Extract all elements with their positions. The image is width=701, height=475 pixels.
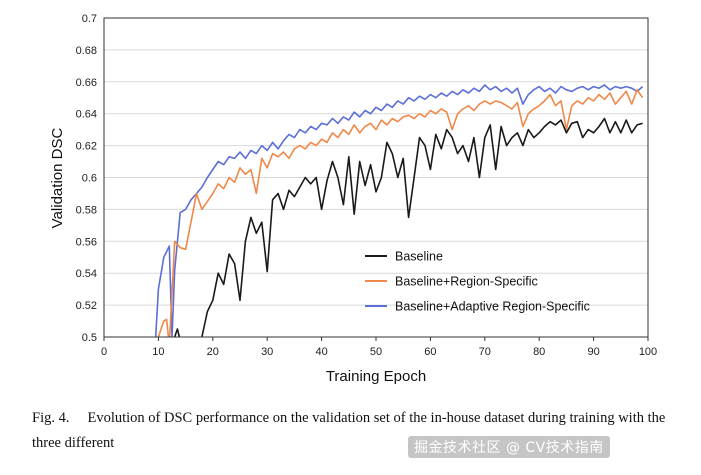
y-tick-label: 0.52 [76, 300, 97, 312]
plot-frame [103, 17, 649, 338]
caption-label: Fig. 4. [32, 410, 70, 426]
x-tick-label: 10 [152, 346, 164, 358]
series-baseline-region-specific [157, 89, 644, 337]
y-tick-label: 0.56 [76, 236, 97, 248]
series-baseline-adaptive-region-specific [154, 84, 644, 337]
y-tick-label: 0.5 [82, 332, 97, 344]
x-tick-label: 70 [479, 346, 491, 358]
x-tick-label: 40 [315, 346, 327, 358]
caption-text: Evolution of DSC performance on the vali… [32, 410, 666, 451]
x-axis-title: Training Epoch [326, 368, 426, 385]
x-tick-label: 90 [587, 346, 599, 358]
y-tick-label: 0.62 [76, 141, 97, 153]
legend-label: Baseline+Region-Specific [395, 275, 538, 289]
y-tick-labels: 0.5 0.52 0.54 0.56 0.58 0.6 0.62 0.64 0.66 0.68 0.… [76, 13, 97, 344]
x-tick-label: 0 [101, 346, 107, 358]
y-tick-label: 0.6 [82, 173, 97, 185]
series-baseline [173, 117, 643, 337]
y-tick-label: 0.54 [76, 268, 97, 280]
figure-caption: Fig. 4. Evolution of DSC performance on t… [32, 406, 692, 456]
y-tick-label: 0.66 [76, 77, 97, 89]
legend-label: Baseline [395, 250, 443, 264]
gridlines [104, 49, 648, 306]
y-axis-title: Validation DSC [49, 128, 66, 229]
x-tick-label: 80 [533, 346, 545, 358]
y-tick-label: 0.58 [76, 204, 97, 216]
x-tick-label: 30 [261, 346, 273, 358]
y-tick-label: 0.68 [76, 45, 97, 57]
x-tick-labels: 0 10 20 30 40 50 60 70 80 90 100 [101, 337, 657, 358]
series-lines [154, 84, 644, 337]
x-tick-label: 50 [370, 346, 382, 358]
y-tick-label: 0.64 [76, 109, 97, 121]
legend-label: Baseline+Adaptive Region-Specific [395, 300, 590, 314]
line-chart: 0.5 0.52 0.54 0.56 0.58 0.6 0.62 0.64 0.66 0.68 0.… [49, 13, 657, 385]
watermark-badge: 掘金技术社区 @ CV技术指南 [408, 436, 610, 458]
x-tick-label: 20 [207, 346, 219, 358]
y-tick-label: 0.7 [82, 13, 97, 25]
x-tick-label: 100 [639, 346, 657, 358]
x-tick-label: 60 [424, 346, 436, 358]
legend: Baseline Baseline+Region-Specific Baseline… [365, 250, 590, 314]
